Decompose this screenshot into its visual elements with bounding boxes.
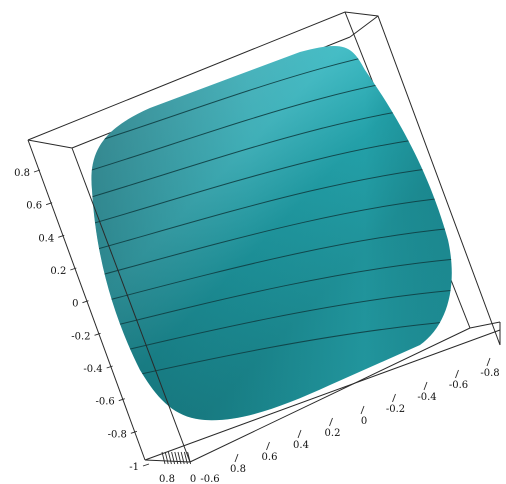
z-tick: [45, 202, 53, 206]
z-tick: [106, 365, 113, 369]
y-tick: [164, 451, 169, 465]
mesh-line: [91, 163, 452, 258]
y-tick: [167, 451, 172, 465]
z-tick-label: -0.6: [95, 397, 114, 408]
box-left-top: [27, 139, 73, 149]
z-tick: [94, 332, 101, 336]
y-tick-label: 0.8: [159, 474, 175, 484]
z-tick: [70, 267, 77, 271]
x-tick-label: 0: [361, 416, 367, 427]
y-tick: [183, 451, 188, 465]
x-tick-label: -0.2: [386, 404, 405, 415]
z-tick-label: -0.2: [71, 331, 90, 342]
surface-shading: [91, 46, 452, 421]
z-axis: 0.8 0.6 0.4 0.2 0 -0.2 -0.4 -0.6 -0.8 -1: [14, 168, 150, 473]
x-tick-label: -0.8: [480, 368, 499, 379]
x-tick: [486, 357, 491, 367]
x-tick: [360, 405, 365, 415]
z-tick-label: -1: [129, 462, 139, 473]
y-tick-label: 0: [190, 474, 196, 484]
z-tick-label: 0.4: [38, 233, 54, 244]
y-tick-label: -0.6: [200, 474, 219, 484]
x-tick: [423, 381, 428, 391]
y-axis: 0.8 0 -0.6: [159, 451, 220, 484]
z-tick-label: 0.2: [50, 266, 66, 277]
x-tick-label: 0.8: [230, 464, 246, 475]
box-bottom-front: [144, 329, 501, 461]
y-tick: [180, 451, 185, 465]
z-tick: [82, 300, 89, 304]
z-tick: [33, 169, 41, 173]
x-tick: [455, 369, 459, 379]
z-tick-label: -0.4: [83, 364, 102, 375]
z-tick-label: 0: [72, 299, 78, 310]
x-tick: [329, 417, 333, 427]
x-tick: [392, 393, 396, 403]
box-front: [27, 139, 501, 463]
box-back-left2: [349, 15, 379, 38]
box-inner-right: [469, 321, 501, 329]
x-tick: [297, 429, 302, 439]
z-tick: [142, 463, 150, 467]
z-tick-label: 0.8: [14, 168, 30, 179]
mesh-line: [91, 226, 452, 311]
box-inner-left: [71, 147, 191, 463]
x-tick: [234, 453, 239, 463]
z-tick-label: 0.6: [26, 201, 42, 212]
x-tick-label: -0.4: [417, 392, 436, 403]
y-tick: [174, 451, 179, 465]
z-tick: [58, 234, 65, 238]
y-tick: [161, 451, 166, 465]
x-tick-label: 0.6: [262, 452, 278, 463]
x-tick-label: 0.2: [325, 428, 341, 439]
z-tick-label: -0.8: [108, 429, 127, 440]
mesh-line: [91, 195, 452, 284]
x-tick-label: -0.6: [449, 380, 468, 391]
x-axis: -0.8 -0.6 -0.4 -0.2 0 0.2 0.4 0.6 0.8: [230, 357, 500, 475]
x-tick: [266, 441, 270, 451]
y-tick: [177, 451, 182, 465]
z-tick: [118, 398, 125, 402]
x-tick-label: 0.4: [293, 440, 309, 451]
y-tick: [187, 451, 192, 465]
z-tick: [130, 430, 138, 434]
box-top-edge: [27, 11, 501, 346]
box-inner-bottom: [189, 327, 471, 463]
mesh-line: [91, 257, 452, 338]
box-left-front: [27, 139, 146, 461]
y-tick: [171, 451, 176, 465]
